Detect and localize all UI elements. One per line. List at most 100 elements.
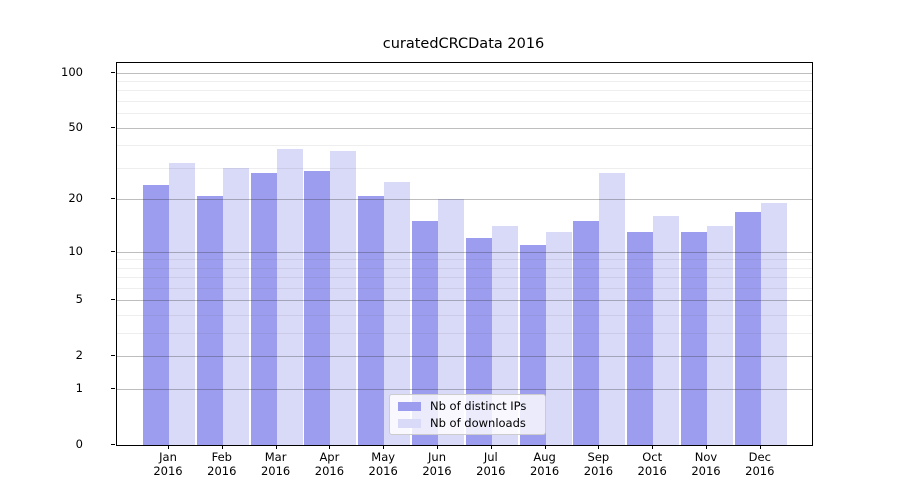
- bar-sep-ips: [573, 221, 600, 445]
- bar-feb-ips: [196, 195, 223, 445]
- bar-nov-downloads: [707, 226, 733, 445]
- legend: Nb of distinct IPs Nb of downloads: [389, 394, 546, 435]
- y-tick-mark: [111, 198, 115, 200]
- gridline-major: [117, 199, 812, 201]
- x-tick-mark: [383, 445, 385, 449]
- gridline-major: [117, 356, 812, 358]
- gridline-minor: [117, 259, 812, 261]
- y-tick-mark: [111, 71, 115, 73]
- gridline-major: [117, 251, 812, 253]
- bar-mar-downloads: [276, 149, 303, 445]
- y-tick-mark: [111, 355, 115, 357]
- x-tick-label-feb: Feb 2016: [192, 450, 252, 478]
- y-tick-mark: [111, 299, 115, 301]
- x-tick-label-mar: Mar 2016: [246, 450, 306, 478]
- x-tick-year: 2016: [637, 464, 667, 478]
- y-tick-label-100: 100: [61, 64, 83, 79]
- x-tick-mark: [329, 445, 331, 449]
- x-tick-label-dec: Dec 2016: [730, 450, 790, 478]
- gridline-major: [117, 389, 812, 391]
- x-tick-mark: [275, 445, 277, 449]
- y-tick-mark: [111, 388, 115, 390]
- bar-apr-ips: [304, 170, 331, 445]
- bar-oct-ips: [627, 232, 654, 445]
- y-tick-mark: [111, 126, 115, 128]
- bar-may-ips: [358, 195, 385, 445]
- bar-jan-ips: [143, 185, 169, 445]
- x-tick-mark: [544, 445, 546, 449]
- x-tick-month: Jul: [483, 450, 498, 464]
- y-tick-label-5: 5: [75, 292, 83, 307]
- x-tick-month: Oct: [642, 450, 663, 464]
- gridline-minor: [117, 287, 812, 289]
- x-tick-year: 2016: [153, 464, 183, 478]
- y-tick-label-1: 1: [75, 381, 83, 396]
- gridline-major: [117, 300, 812, 302]
- y-tick-label-0: 0: [75, 437, 83, 451]
- x-tick-year: 2016: [368, 464, 398, 478]
- x-tick-label-nov: Nov 2016: [676, 450, 736, 478]
- y-tick-label-2: 2: [75, 348, 83, 363]
- x-tick-label-aug: Aug 2016: [515, 450, 575, 478]
- x-tick-mark: [490, 445, 492, 449]
- x-tick-label-may: May 2016: [353, 450, 413, 478]
- bar-apr-downloads: [330, 151, 357, 445]
- chart-title: curatedCRCData 2016: [382, 36, 545, 52]
- y-tick-label-10: 10: [68, 243, 83, 258]
- x-tick-year: 2016: [691, 464, 721, 478]
- x-tick-month: Dec: [748, 450, 771, 464]
- x-tick-year: 2016: [476, 464, 506, 478]
- bar-feb-downloads: [222, 167, 249, 445]
- bar-sep-downloads: [599, 173, 626, 445]
- x-tick-year: 2016: [745, 464, 775, 478]
- x-tick-mark: [168, 445, 169, 449]
- x-tick-month: Nov: [694, 450, 718, 464]
- x-tick-year: 2016: [260, 464, 291, 478]
- x-tick-label-jan: Jan 2016: [138, 450, 198, 478]
- gridline-major: [117, 72, 812, 74]
- legend-item-distinct-ips: Nb of distinct IPs: [390, 399, 545, 413]
- gridline-minor: [117, 277, 812, 279]
- bar-mar-ips: [250, 173, 277, 445]
- bar-dec-downloads: [760, 203, 787, 445]
- gridline-minor: [117, 333, 812, 335]
- legend-swatch-distinct-ips: [398, 401, 421, 411]
- x-tick-year: 2016: [314, 464, 345, 478]
- x-tick-year: 2016: [422, 464, 452, 478]
- x-tick-month: Sep: [587, 450, 610, 464]
- x-tick-label-apr: Apr 2016: [299, 450, 359, 478]
- gridline-minor: [117, 81, 812, 82]
- gridline-minor: [117, 101, 812, 103]
- y-tick-mark: [111, 444, 115, 445]
- legend-label: Nb of downloads: [430, 416, 526, 430]
- gridline-minor: [117, 315, 812, 317]
- x-tick-year: 2016: [583, 464, 614, 478]
- y-tick-label-20: 20: [68, 191, 83, 206]
- legend-swatch-downloads: [398, 418, 421, 428]
- bar-aug-downloads: [545, 232, 572, 445]
- x-tick-month: Aug: [533, 450, 556, 464]
- x-tick-year: 2016: [207, 464, 237, 478]
- x-tick-month: Mar: [264, 450, 287, 464]
- x-tick-month: Apr: [319, 450, 340, 464]
- x-tick-month: Feb: [211, 450, 232, 464]
- x-tick-year: 2016: [529, 464, 560, 478]
- y-tick-mark: [111, 250, 115, 252]
- x-tick-mark: [221, 445, 223, 449]
- gridline-major: [117, 127, 812, 129]
- x-tick-mark: [652, 445, 654, 449]
- y-tick-label-50: 50: [68, 119, 83, 134]
- x-tick-month: Jun: [428, 450, 446, 464]
- x-tick-label-sep: Sep 2016: [568, 450, 628, 478]
- x-tick-label-jul: Jul 2016: [461, 450, 521, 478]
- gridline-minor: [117, 267, 812, 269]
- gridline-minor: [117, 167, 812, 169]
- bar-jan-downloads: [169, 162, 195, 445]
- legend-label: Nb of distinct IPs: [430, 399, 527, 413]
- x-tick-label-oct: Oct 2016: [622, 450, 682, 478]
- x-tick-month: Jan: [159, 450, 177, 464]
- legend-item-downloads: Nb of downloads: [390, 416, 545, 430]
- x-tick-mark: [598, 445, 600, 449]
- gridline-minor: [117, 90, 812, 92]
